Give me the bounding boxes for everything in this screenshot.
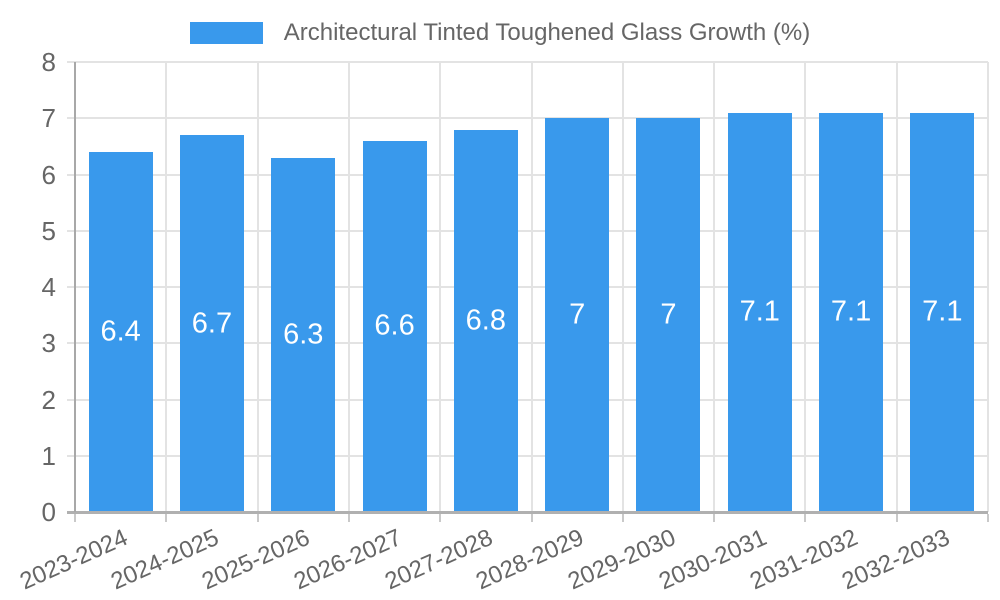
x-axis-tick [804, 514, 807, 522]
v-gridline [439, 62, 442, 512]
v-gridline [74, 62, 76, 512]
v-gridline [256, 62, 259, 512]
x-axis-tick [713, 514, 716, 522]
x-axis-tick [165, 514, 168, 522]
y-tick-label: 3 [41, 328, 56, 359]
x-tick-label: 2027-2028 [381, 524, 497, 596]
bar[interactable] [819, 112, 884, 512]
bar[interactable] [636, 118, 701, 512]
y-tick-label: 5 [41, 215, 56, 246]
x-axis-tick [895, 514, 898, 522]
bar-value-label: 6.6 [374, 309, 415, 342]
bar-value-label: 7 [569, 298, 586, 331]
x-axis-tick [439, 514, 442, 522]
x-tick-label: 2031-2032 [746, 524, 863, 596]
bar[interactable] [179, 135, 244, 512]
x-tick-label: 2028-2029 [472, 524, 589, 596]
bar[interactable] [88, 152, 153, 512]
h-gridline [67, 342, 988, 345]
x-axis-tick [621, 514, 624, 522]
x-tick-label: 2029-2030 [563, 524, 680, 596]
y-tick-label: 2 [41, 384, 56, 415]
v-gridline [895, 62, 898, 512]
bar-value-label: 6.3 [283, 318, 324, 351]
x-axis-tick [987, 514, 989, 522]
y-tick-label: 7 [41, 103, 56, 134]
bar-value-label: 7.1 [830, 295, 872, 328]
h-gridline [67, 454, 988, 457]
x-tick-label: 2023-2024 [15, 524, 132, 596]
bar[interactable] [727, 112, 792, 512]
bar[interactable] [453, 129, 518, 512]
v-gridline [530, 62, 533, 512]
h-gridline [67, 229, 988, 232]
y-tick-label: 8 [41, 47, 56, 77]
h-gridline [67, 173, 988, 176]
y-tick-label: 4 [41, 272, 56, 302]
y-axis-line [74, 62, 76, 512]
h-gridline [67, 398, 988, 401]
v-gridline [713, 62, 716, 512]
v-gridline [987, 62, 989, 512]
v-gridline [804, 62, 807, 512]
v-gridline [165, 62, 168, 512]
bar-value-label: 6.7 [191, 307, 233, 340]
bar-value-label: 6.4 [100, 315, 141, 348]
bar[interactable] [545, 118, 610, 512]
x-axis-tick [347, 514, 350, 522]
bar-value-label: 7 [660, 298, 677, 331]
bar-value-label: 7.1 [739, 295, 780, 328]
v-gridline [347, 62, 350, 512]
x-tick-label: 2024-2025 [107, 524, 223, 596]
x-tick-label: 2030-2031 [654, 524, 771, 596]
x-tick-label: 2032-2033 [837, 524, 954, 596]
h-gridline [67, 117, 988, 120]
y-tick-label: 1 [41, 440, 56, 471]
x-axis-tick [74, 514, 76, 522]
bar-value-label: 7.1 [922, 295, 963, 328]
h-gridline [67, 61, 988, 63]
x-tick-label: 2025-2026 [198, 524, 315, 596]
bar[interactable] [910, 112, 975, 512]
chart-legend[interactable]: Architectural Tinted Toughened Glass Gro… [0, 19, 1000, 46]
x-axis-line [67, 511, 988, 514]
x-axis-tick [530, 514, 533, 522]
legend-swatch [189, 22, 263, 44]
y-tick-label: 6 [41, 159, 56, 190]
x-tick-label: 2026-2027 [289, 524, 406, 596]
bar-value-label: 6.8 [465, 304, 507, 337]
bar[interactable] [362, 140, 427, 512]
legend-label: Architectural Tinted Toughened Glass Gro… [283, 19, 811, 46]
x-axis-tick [256, 514, 259, 522]
bar[interactable] [271, 157, 336, 512]
h-gridline [67, 286, 988, 288]
y-tick-label: 0 [41, 497, 56, 527]
v-gridline [621, 62, 624, 512]
